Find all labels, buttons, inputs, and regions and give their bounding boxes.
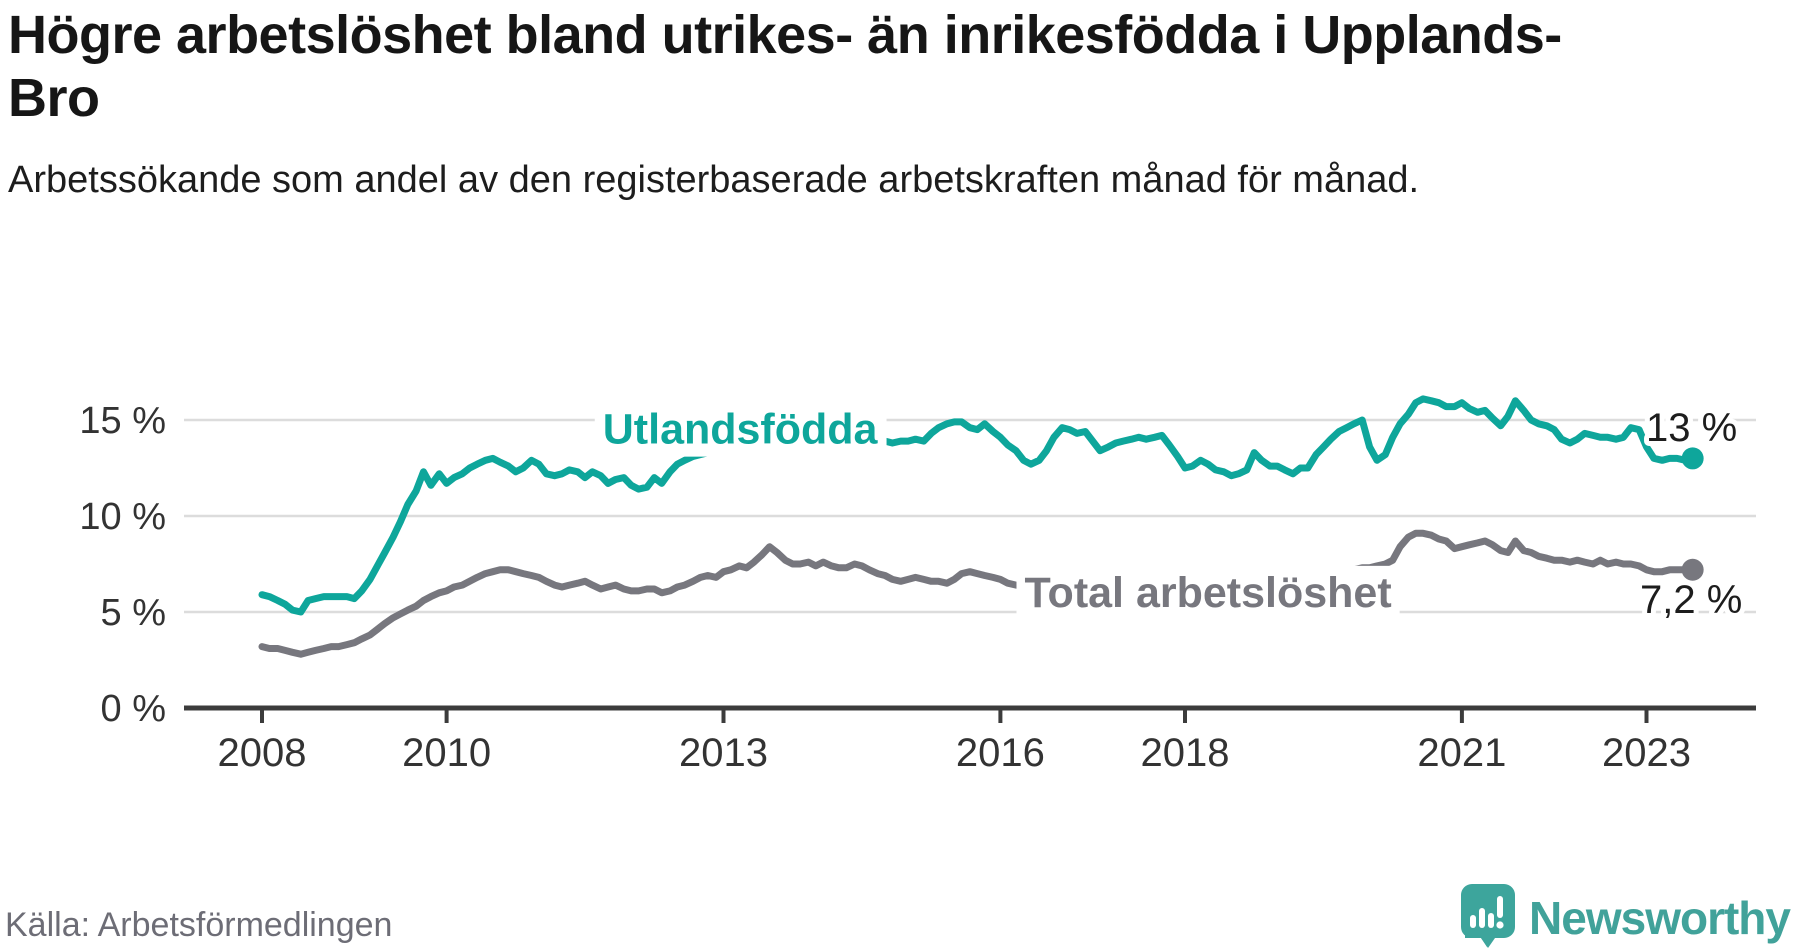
series-line-total-arbetslöshet bbox=[258, 529, 1697, 658]
end-value-label-total-arbetslöshet: 7,2 % bbox=[1640, 578, 1742, 622]
bar-2 bbox=[1479, 908, 1486, 928]
series-end-dot-utlandsfödda bbox=[1681, 447, 1704, 470]
brand-wordmark: Newsworthy bbox=[1529, 892, 1791, 944]
page-subtitle: Arbetssökande som andel av den registerb… bbox=[8, 159, 1420, 202]
series-line-utlandsfödda bbox=[258, 395, 1697, 616]
bar-3 bbox=[1488, 913, 1495, 928]
exclamation-dot bbox=[1496, 921, 1504, 929]
series-end-dot-total-arbetslöshet bbox=[1681, 558, 1704, 581]
bar-chart-speech-bubble-icon bbox=[1461, 884, 1516, 948]
x-tick-label-2010: 2010 bbox=[402, 731, 491, 775]
chart-header: Högre arbetslöshet bland utrikes- än inr… bbox=[8, 4, 1578, 208]
series-label-utlandsfödda: Utlandsfödda bbox=[603, 406, 879, 454]
y-tick-label-5: 5 % bbox=[101, 592, 166, 634]
page-title: Högre arbetslöshet bland utrikes- än inr… bbox=[8, 5, 1562, 129]
bubble-body bbox=[1461, 884, 1516, 938]
newsworthy-logo[interactable]: Newsworthy bbox=[1461, 884, 1791, 948]
y-tick-label-0: 0 % bbox=[101, 688, 166, 730]
x-tick-label-2018: 2018 bbox=[1141, 731, 1230, 775]
exclamation-bar bbox=[1497, 896, 1504, 918]
series-label-backdrop-total-arbetslöshet bbox=[1016, 565, 1400, 620]
series-label-total-arbetslöshet: Total arbetslöshet bbox=[1024, 569, 1391, 617]
y-tick-label-15: 15 % bbox=[79, 400, 166, 442]
x-tick-label-2021: 2021 bbox=[1417, 731, 1506, 775]
x-tick-label-2016: 2016 bbox=[956, 731, 1045, 775]
series-label-backdrop-utlandsfödda bbox=[594, 402, 887, 457]
end-value-label-utlandsfödda: 13 % bbox=[1646, 406, 1737, 450]
bar-1 bbox=[1470, 915, 1477, 928]
x-tick-label-2008: 2008 bbox=[218, 731, 307, 775]
x-tick-label-2023: 2023 bbox=[1602, 731, 1691, 775]
y-tick-label-10: 10 % bbox=[79, 496, 166, 538]
bubble-tail bbox=[1481, 938, 1496, 948]
x-tick-label-2013: 2013 bbox=[679, 731, 768, 775]
source-note: Källa: Arbetsförmedlingen bbox=[5, 906, 393, 944]
